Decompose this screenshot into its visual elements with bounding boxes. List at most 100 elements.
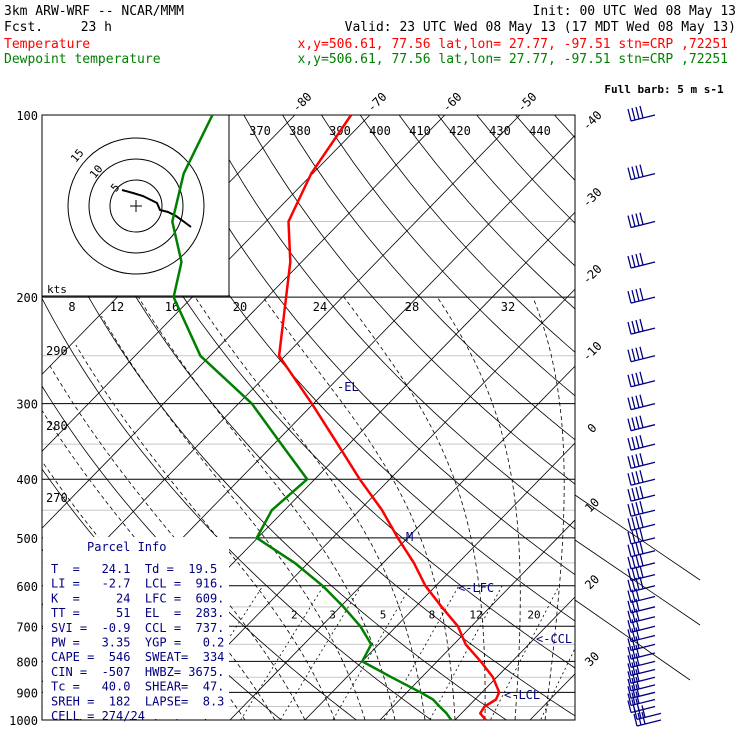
wind-barb-flag	[627, 255, 632, 269]
wind-barb-flag	[635, 636, 640, 649]
wind-barb-flag	[627, 590, 632, 603]
wind-barb-flag	[627, 167, 632, 180]
wind-barb-flag	[631, 692, 636, 705]
wind-barb-flag	[627, 629, 632, 642]
wind-barb-flag	[639, 164, 644, 177]
wind-barb-flag	[635, 566, 640, 579]
dry-adiabat-lines	[42, 115, 575, 720]
wind-barb-flag	[631, 670, 636, 683]
wind-barb-flag	[635, 288, 640, 302]
wind-barb-flag	[631, 662, 636, 675]
wind-barb-450	[627, 501, 656, 517]
wind-barb-flag	[627, 397, 632, 410]
isotherm-extension-2	[574, 599, 691, 681]
forecast-label: Fcst.	[4, 20, 43, 35]
wind-barb-flag	[635, 644, 640, 658]
wind-barb-flag	[639, 470, 644, 483]
pressure-label-500: 500	[16, 532, 38, 546]
hodo-speed-label-12: 12	[110, 300, 124, 314]
hodo-speed-label-24: 24	[313, 300, 327, 314]
pressure-label-600: 600	[16, 580, 38, 594]
isotherm-label-20: 20	[582, 572, 602, 592]
parcel-info-row-0: T = 24.1 Td = 19.5	[51, 562, 217, 576]
wind-barb-flag	[639, 553, 644, 567]
wind-barb-flag	[635, 516, 640, 529]
wind-barb-flag	[635, 554, 640, 568]
wind-barb-flag	[635, 165, 640, 178]
wind-barb-flag	[639, 252, 644, 266]
wind-barb-flag	[635, 618, 640, 631]
wind-barb-flag	[627, 544, 632, 557]
wind-barb-flag	[627, 700, 632, 713]
wind-barb-275	[627, 371, 656, 388]
barb-legend-text: Full barb: 5 m s-1	[604, 83, 724, 96]
hodo-trace	[121, 189, 192, 228]
wind-barb-flag	[635, 454, 640, 467]
temperature-location: x,y=506.61, 77.56 lat,lon= 27.77, -97.51…	[298, 37, 728, 52]
wind-barb-875	[627, 676, 656, 692]
wind-barb-flag	[639, 486, 644, 499]
wind-barb-flag	[631, 348, 636, 361]
wind-barb-350	[627, 435, 656, 451]
mixing-ratio-label-20: 20	[527, 608, 540, 621]
wind-barb-flag	[627, 321, 632, 335]
temperature-profile	[277, 114, 501, 721]
mixing-ratio-30	[540, 647, 575, 720]
isotherm-label--10: -10	[580, 339, 605, 364]
wind-barb-flag	[639, 515, 644, 528]
wind-barb-flag	[639, 346, 644, 359]
parcel-info-row-7: CIN = -507 HWBZ= 3675.	[51, 665, 224, 679]
wind-barb-flag	[635, 372, 640, 385]
lcl-label: <-LCL	[504, 688, 540, 702]
wind-barb-flag	[639, 105, 644, 119]
mixing-ratio-label-8: 8	[429, 608, 436, 621]
isotherm-label--50: -50	[514, 90, 539, 115]
parcel-info-box: Parcel Info T = 24.1 Td = 19.5LI = -2.7 …	[43, 537, 229, 723]
wind-barb-flag	[631, 472, 636, 485]
wind-barb-225	[627, 318, 656, 335]
wind-barb-flag	[627, 600, 632, 613]
wind-barb-flag	[635, 319, 640, 333]
pressure-axis-labels: 1000 900 800 700 600 500 400 300 200 100	[9, 109, 38, 728]
el-label: -EL	[337, 380, 359, 394]
wind-barb-flag	[639, 565, 644, 578]
wind-barb-475	[627, 515, 656, 532]
init-time: Init: 00 UTC Wed 08 May 13	[533, 4, 737, 19]
wind-barb-850	[627, 669, 656, 684]
mixing-ratio-label-2: 2	[291, 608, 298, 621]
wind-barb-550	[627, 553, 656, 570]
wind-barb-flag	[635, 676, 640, 690]
theta-label-370: 370	[249, 124, 271, 138]
wind-barb-300	[627, 394, 656, 411]
dry-adiabat-370	[282, 115, 575, 441]
sounding-profiles	[171, 114, 501, 721]
isotherm-label-0: 0	[585, 421, 600, 436]
theta-label-420: 420	[449, 124, 471, 138]
wind-barb-flag	[635, 661, 640, 674]
wind-barb-flag	[635, 471, 640, 484]
moist-adiabat-24	[343, 296, 486, 720]
wind-barb-flag	[631, 214, 636, 227]
isotherm--60	[42, 115, 446, 529]
wind-barb-flag	[635, 395, 640, 408]
parcel-info-row-6: CAPE = 546 SWEAT= 334	[51, 650, 224, 664]
wind-barb-flag	[631, 685, 636, 698]
parcel-info-row-2: K = 24 LFC = 609.	[51, 591, 224, 605]
mixing-ratio-5	[332, 585, 412, 720]
parcel-info-row-4: SVI = -0.9 CCL = 737.	[51, 621, 224, 635]
parcel-info-row-5: PW = 3.35 YGP = 0.2	[51, 636, 224, 650]
moist-adiabat-20	[262, 296, 456, 720]
moist-adiabat--4	[42, 409, 276, 720]
pressure-label-700: 700	[16, 620, 38, 634]
isotherm--50	[42, 115, 521, 606]
wind-barb-425	[627, 486, 656, 502]
dewpoint-legend: Dewpoint temperature	[4, 52, 161, 67]
dry-adiabat-440	[554, 115, 575, 139]
wind-barb-250	[627, 346, 656, 363]
isotherm--20	[154, 288, 575, 720]
wind-barb-flag	[635, 347, 640, 360]
wind-barb-flag	[627, 290, 632, 304]
isotherm-10	[379, 519, 575, 720]
